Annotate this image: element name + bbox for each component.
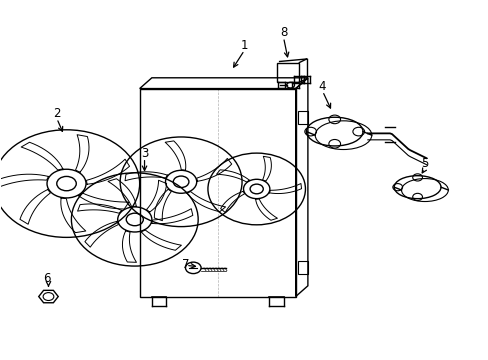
Text: 1: 1	[240, 39, 248, 52]
Text: 6: 6	[43, 272, 51, 285]
Text: 4: 4	[318, 80, 325, 93]
Text: 8: 8	[279, 27, 286, 40]
Text: 2: 2	[53, 107, 61, 120]
Text: 3: 3	[141, 147, 148, 159]
Text: 7: 7	[182, 258, 189, 271]
Text: 5: 5	[420, 157, 427, 170]
